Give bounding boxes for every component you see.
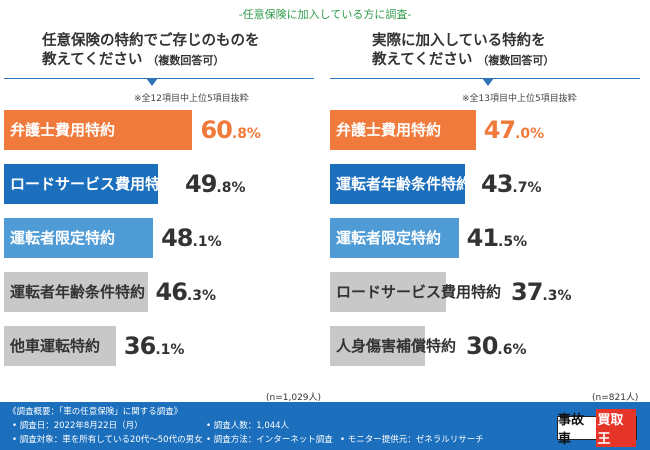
logo-text-black: 事故車 [558, 413, 585, 447]
question-sub: （複数回答可） [147, 54, 225, 67]
question-line-2: 教えてください [372, 52, 473, 68]
bar-row: ロードサービス費用特約 37.3% [330, 272, 650, 312]
bar-label: 運転者限定特約 [10, 229, 116, 247]
bar-label: 他車運転特約 [10, 337, 101, 355]
data-label: 60.8% [200, 116, 261, 144]
footer-provider: • モニター提供元：ゼネラルリサーチ [340, 435, 484, 445]
bar-label: 運転者限定特約 [336, 229, 442, 247]
footer-date: • 調査日：2022年8月22日（月） [12, 421, 143, 431]
bar-label: ロードサービス費用特約 [10, 175, 176, 193]
footer-method: • 調査方法：インターネット調査 [206, 435, 333, 445]
question-pointer [146, 78, 158, 86]
question-sub: （複数回答可） [477, 54, 555, 67]
data-label: 46.3% [155, 278, 217, 306]
question-line-1: 実際に加入している特約を [372, 33, 546, 49]
data-label: 30.6% [466, 332, 527, 360]
data-label: 47.0% [483, 116, 545, 144]
footer-count: • 調査人数：1,044人 [206, 421, 290, 431]
data-label: 37.3% [511, 278, 572, 306]
bar: ロードサービス費用特約 [330, 272, 501, 312]
bar-label: 人身傷害補償特約 [336, 337, 457, 355]
data-label: 48.1% [161, 224, 222, 252]
n-label: (n=1,029人) [266, 393, 322, 403]
bar-row: 弁護士費用特約 60.8% [4, 110, 324, 150]
question-box: 実際に加入している特約を 教えてください （複数回答可） [330, 28, 640, 79]
bar-row: 人身傷害補償特約 30.6% [330, 326, 650, 366]
data-label: 41.5% [466, 224, 528, 252]
bar-row: 弁護士費用特約 47.0% [330, 110, 650, 150]
question-line-1: 任意保険の特約でご存じのものを [42, 33, 260, 49]
question-text: 実際に加入している特約を 教えてください （複数回答可） [372, 32, 554, 70]
bar: 弁護士費用特約 [4, 110, 193, 150]
data-label: 43.7% [481, 170, 542, 198]
bar-label: 運転者年齢条件特約 [336, 175, 472, 193]
note: ※全12項目中上位5項目抜粋 [134, 94, 249, 104]
brand-logo: 事故車 買取王 [557, 409, 637, 447]
bar: 弁護士費用特約 [330, 110, 476, 150]
bar: 運転者限定特約 [330, 218, 459, 258]
data-label: 49.8% [185, 170, 246, 198]
bar: 運転者年齢条件特約 [4, 272, 148, 312]
bar-label: ロードサービス費用特約 [336, 283, 502, 301]
bar: 他車運転特約 [4, 326, 116, 366]
n-label: (n=821人) [592, 393, 639, 403]
bar: ロードサービス費用特約 [4, 164, 175, 204]
bar: 人身傷害補償特約 [330, 326, 456, 366]
bar-row: 運転者年齢条件特約 46.3% [4, 272, 324, 312]
footer-target: • 調査対象：車を所有している20代～50代の男女 [12, 435, 203, 445]
question-pointer [482, 78, 494, 86]
chart-panel-left: 任意保険の特約でご存じのものを 教えてください （複数回答可） ※全12項目中上… [4, 28, 324, 403]
question-text: 任意保険の特約でご存じのものを 教えてください （複数回答可） [42, 32, 260, 70]
survey-footer: 《調査概要：「車の任意保険」に関する調査》 • 調査日：2022年8月22日（月… [0, 402, 650, 450]
bar-label: 運転者年齢条件特約 [10, 283, 146, 301]
bar-row: 運転者年齢条件特約 43.7% [330, 164, 650, 204]
bar-label: 弁護士費用特約 [10, 121, 116, 139]
question-line-2: 教えてください [42, 52, 143, 68]
bar-label: 弁護士費用特約 [336, 121, 442, 139]
note: ※全13項目中上位5項目抜粋 [462, 94, 577, 104]
footer-overview: 《調査概要：「車の任意保険」に関する調査》 [8, 407, 183, 417]
bar: 運転者限定特約 [4, 218, 154, 258]
bar-row: 運転者限定特約 48.1% [4, 218, 324, 258]
logo-text-red: 買取王 [595, 409, 636, 447]
bar-row: ロードサービス費用特約 49.8% [4, 164, 324, 204]
bar: 運転者年齢条件特約 [330, 164, 471, 204]
survey-title: -任意保険に加入している方に調査- [238, 8, 412, 21]
data-label: 36.1% [123, 332, 185, 360]
bar-row: 他車運転特約 36.1% [4, 326, 324, 366]
bar-row: 運転者限定特約 41.5% [330, 218, 650, 258]
question-box: 任意保険の特約でご存じのものを 教えてください （複数回答可） [4, 28, 314, 79]
chart-panel-right: 実際に加入している特約を 教えてください （複数回答可） ※全13項目中上位5項… [330, 28, 650, 403]
